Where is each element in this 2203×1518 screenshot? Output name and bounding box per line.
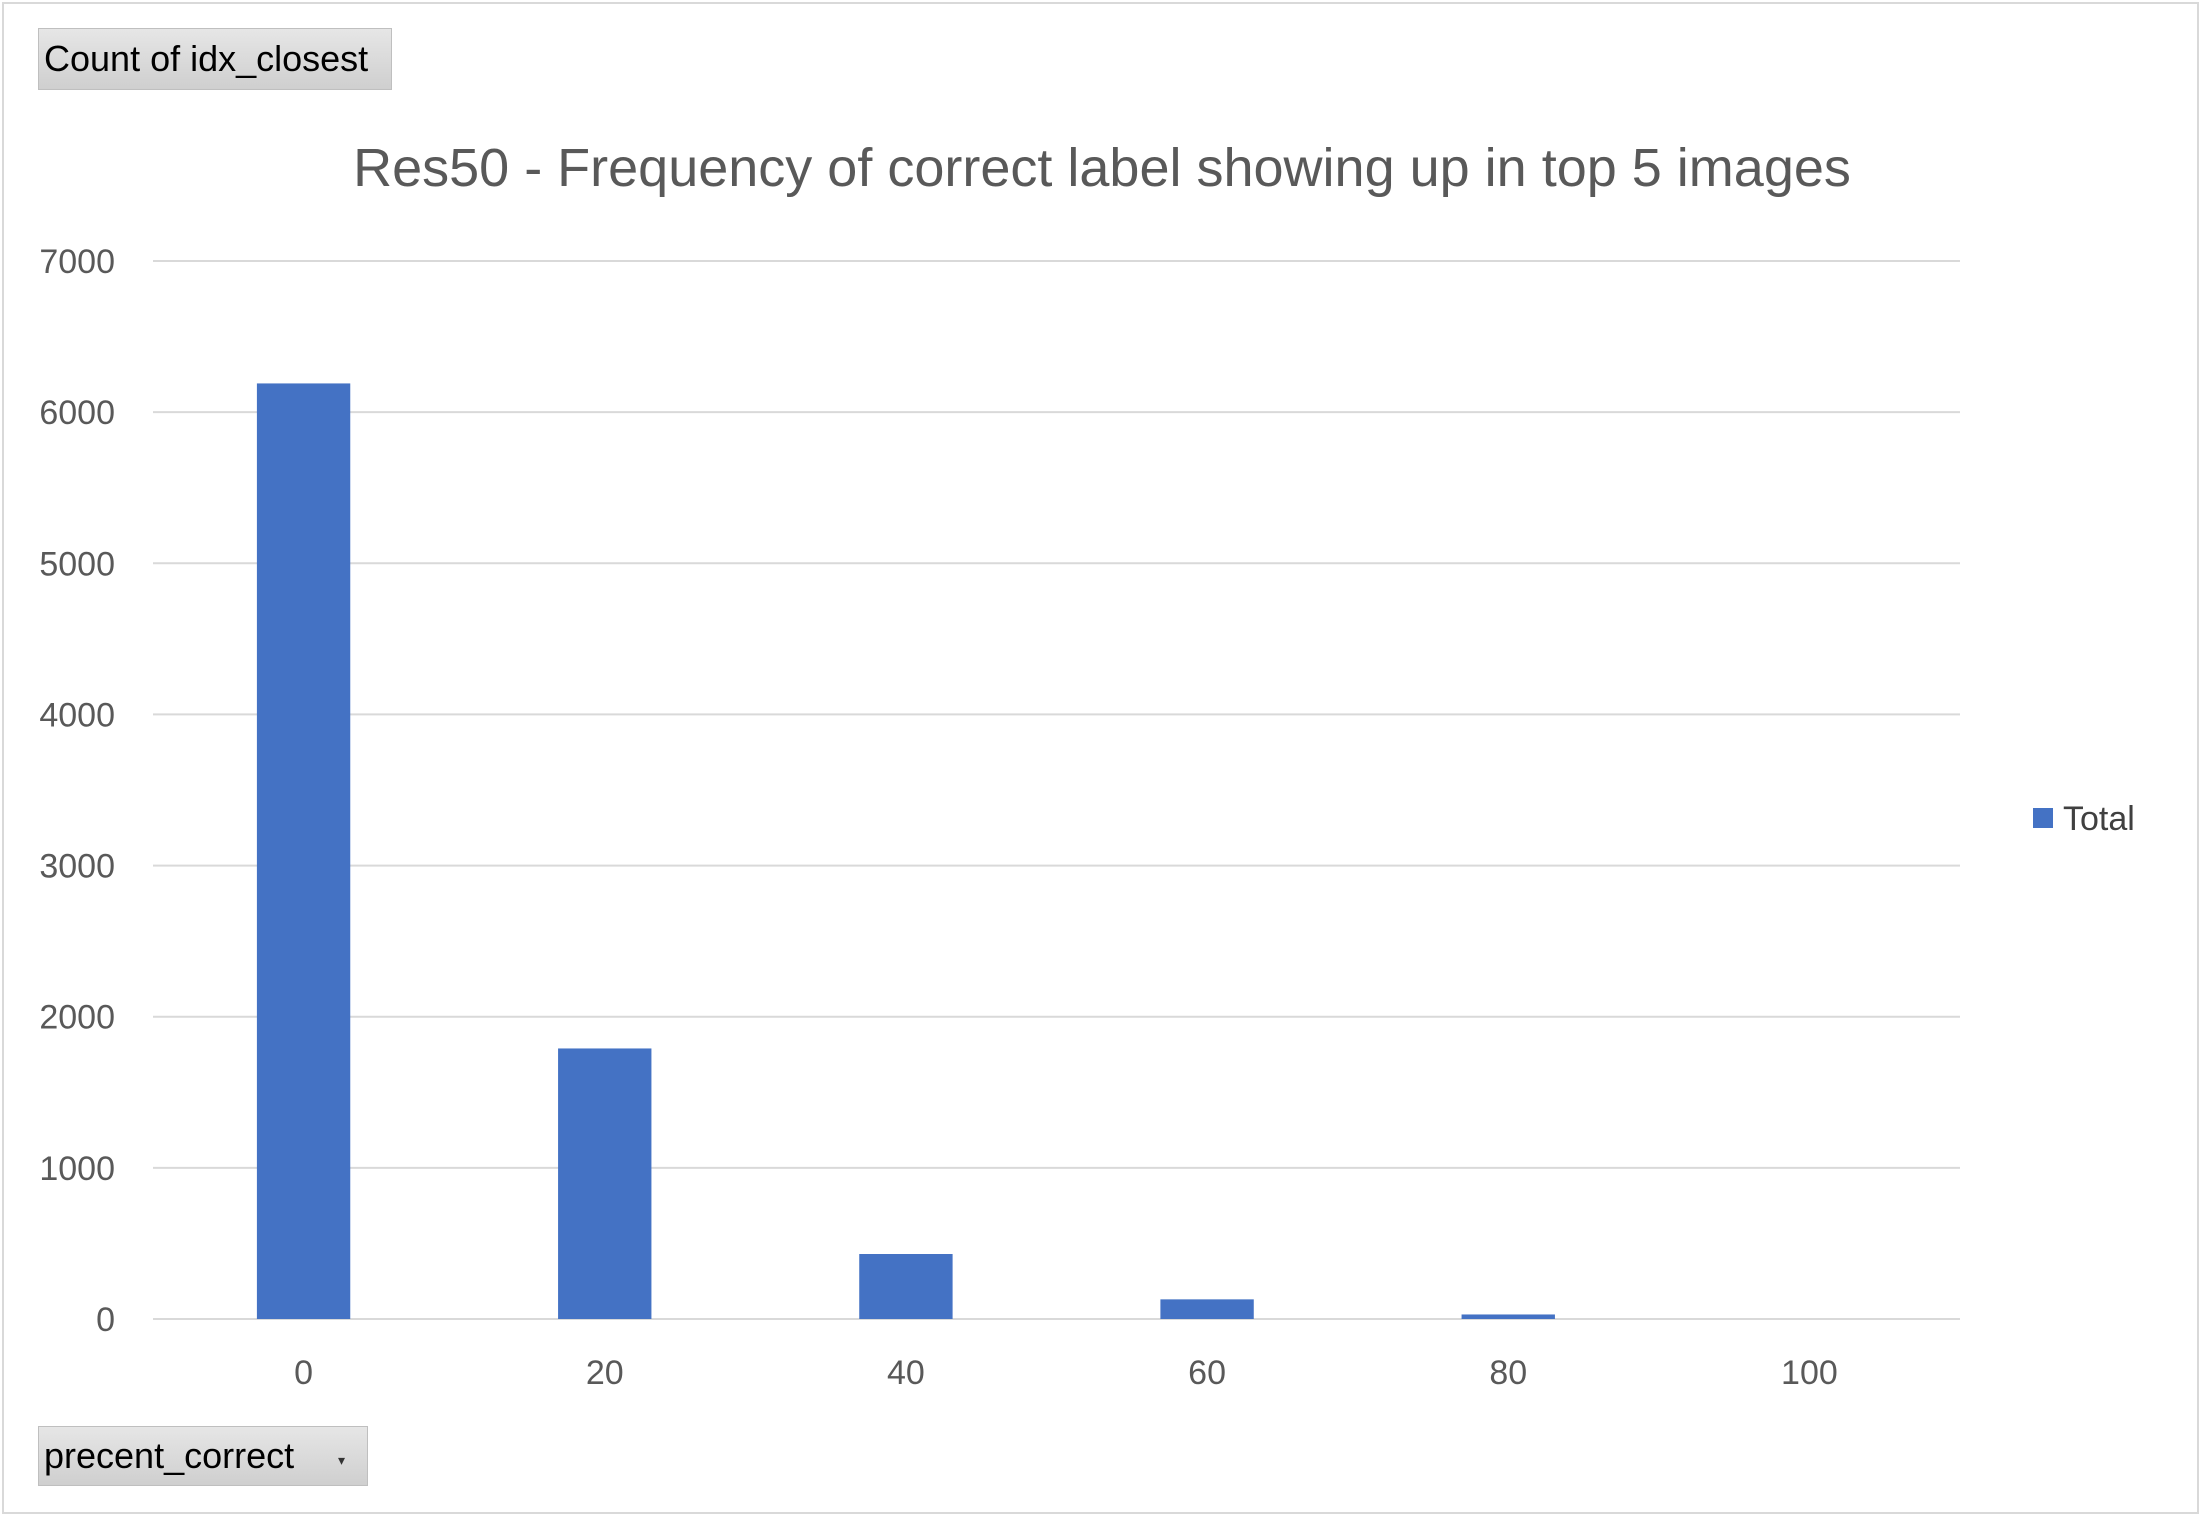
bars [256, 383, 1555, 1319]
x-tick-label: 40 [887, 1354, 925, 1392]
legend: Total [2033, 800, 2135, 838]
x-tick-label: 20 [586, 1354, 624, 1392]
y-tick-label: 6000 [39, 394, 115, 432]
y-tick-label: 2000 [39, 999, 115, 1037]
y-axis-ticks: 0 1000 2000 3000 4000 5000 6000 7000 [39, 243, 115, 1339]
y-tick-label: 4000 [39, 696, 115, 734]
pivot-axis-field-button[interactable]: precent_correct ▾ [38, 1426, 368, 1486]
bar-20[interactable] [558, 1048, 652, 1319]
y-tick-label: 0 [96, 1301, 115, 1339]
bar-80[interactable] [1461, 1314, 1555, 1319]
bar-0[interactable] [256, 383, 351, 1319]
x-tick-label: 100 [1781, 1354, 1838, 1392]
pivot-value-field-button[interactable]: Count of idx_closest [38, 28, 392, 90]
legend-label-total: Total [2063, 800, 2135, 838]
pivot-value-field-label: Count of idx_closest [44, 38, 369, 79]
pivot-axis-field-label: precent_correct [44, 1435, 295, 1476]
legend-swatch [2033, 808, 2053, 828]
dropdown-arrow-icon[interactable]: ▾ [337, 1452, 345, 1468]
bar-60[interactable] [1160, 1299, 1254, 1319]
x-tick-label: 80 [1489, 1354, 1527, 1392]
y-tick-label: 3000 [39, 848, 115, 886]
y-tick-label: 1000 [39, 1150, 115, 1188]
x-tick-label: 0 [294, 1354, 313, 1392]
chart-title: Res50 - Frequency of correct label showi… [353, 138, 1851, 198]
x-tick-label: 60 [1188, 1354, 1226, 1392]
gridlines [153, 260, 1960, 1320]
bar-40[interactable] [859, 1254, 953, 1319]
x-axis-ticks: 0 20 40 60 80 100 [294, 1354, 1838, 1392]
y-tick-label: 7000 [39, 243, 115, 281]
y-tick-label: 5000 [39, 545, 115, 583]
